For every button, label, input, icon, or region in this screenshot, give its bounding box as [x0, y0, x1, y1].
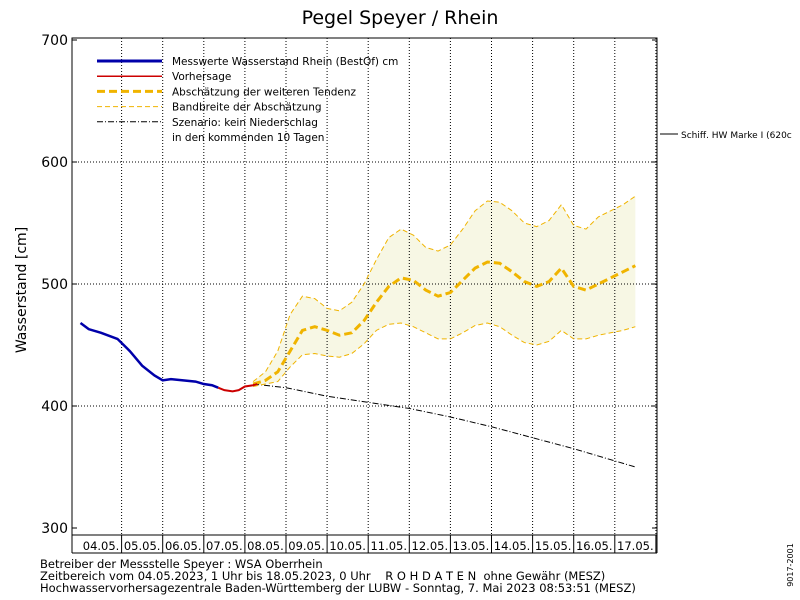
x-tick-label: 16.05. — [576, 539, 613, 553]
y-tick-label: 300 — [41, 521, 68, 537]
x-tick-label: 06.05. — [165, 539, 202, 553]
axes-layer: 300 400 500 600 700 04.05. 05.05. 06.05. 07.05. 0… — [41, 33, 658, 554]
legend: Messwerte Wasserstand Rhein (BestOf) cm V… — [97, 56, 398, 144]
series-measured-line — [79, 322, 219, 389]
legend-label: Vorhersage — [172, 71, 231, 83]
x-tick-label: 09.05. — [288, 539, 325, 553]
x-tick-label: 04.05. — [83, 539, 120, 553]
x-tick-label: 15.05. — [535, 539, 572, 553]
reference-marker: Schiff. HW Marke I (620c — [660, 131, 792, 141]
band-layer — [253, 196, 636, 387]
y-tick-label: 400 — [41, 399, 68, 415]
reference-label: Schiff. HW Marke I (620c — [681, 131, 792, 141]
series-forecast-line — [217, 383, 258, 393]
legend-label: Abschätzung der weiteren Tendenz — [172, 86, 357, 98]
plot-frame — [71, 37, 658, 536]
x-tick-label: 11.05. — [370, 539, 407, 553]
legend-label: in den kommenden 10 Tagen — [172, 132, 324, 144]
y-tick-label: 600 — [41, 155, 68, 171]
x-tick-label: 08.05. — [247, 539, 284, 553]
x-tick-label: 14.05. — [494, 539, 531, 553]
footer-timerange: Zeitbereich vom 04.05.2023, 1 Uhr bis 18… — [40, 569, 606, 583]
grid-layer — [72, 38, 657, 535]
y-axis-label: Wasserstand [cm] — [14, 227, 30, 353]
x-tick-label: 10.05. — [329, 539, 366, 553]
legend-label: Messwerte Wasserstand Rhein (BestOf) cm — [172, 56, 398, 68]
series-layer — [79, 195, 637, 468]
legend-label: Bandbreite der Abschätzung — [172, 102, 322, 114]
footer-source: Hochwasservorhersagezentrale Baden-Württ… — [40, 581, 636, 595]
x-tick-label: 17.05. — [617, 539, 654, 553]
footer-operator: Betreiber der Messstelle Speyer : WSA Ob… — [40, 557, 323, 571]
side-code: 9017-2001 — [786, 543, 795, 587]
band-fill — [253, 196, 636, 387]
series-band-lower-line — [253, 322, 636, 387]
series-band-upper-line — [252, 195, 636, 382]
y-tick-label: 500 — [41, 277, 68, 293]
x-tick-label: 07.05. — [206, 539, 243, 553]
x-tick-label: 12.05. — [412, 539, 449, 553]
legend-label: Szenario: kein Niederschlag — [172, 117, 318, 129]
x-tick-label: 13.05. — [453, 539, 490, 553]
x-tick-label: 05.05. — [124, 539, 161, 553]
y-tick-label: 700 — [41, 33, 68, 49]
chart-title: Pegel Speyer / Rhein — [302, 7, 499, 29]
series-tendency-line — [252, 260, 637, 386]
series-scenario-line — [253, 383, 636, 468]
